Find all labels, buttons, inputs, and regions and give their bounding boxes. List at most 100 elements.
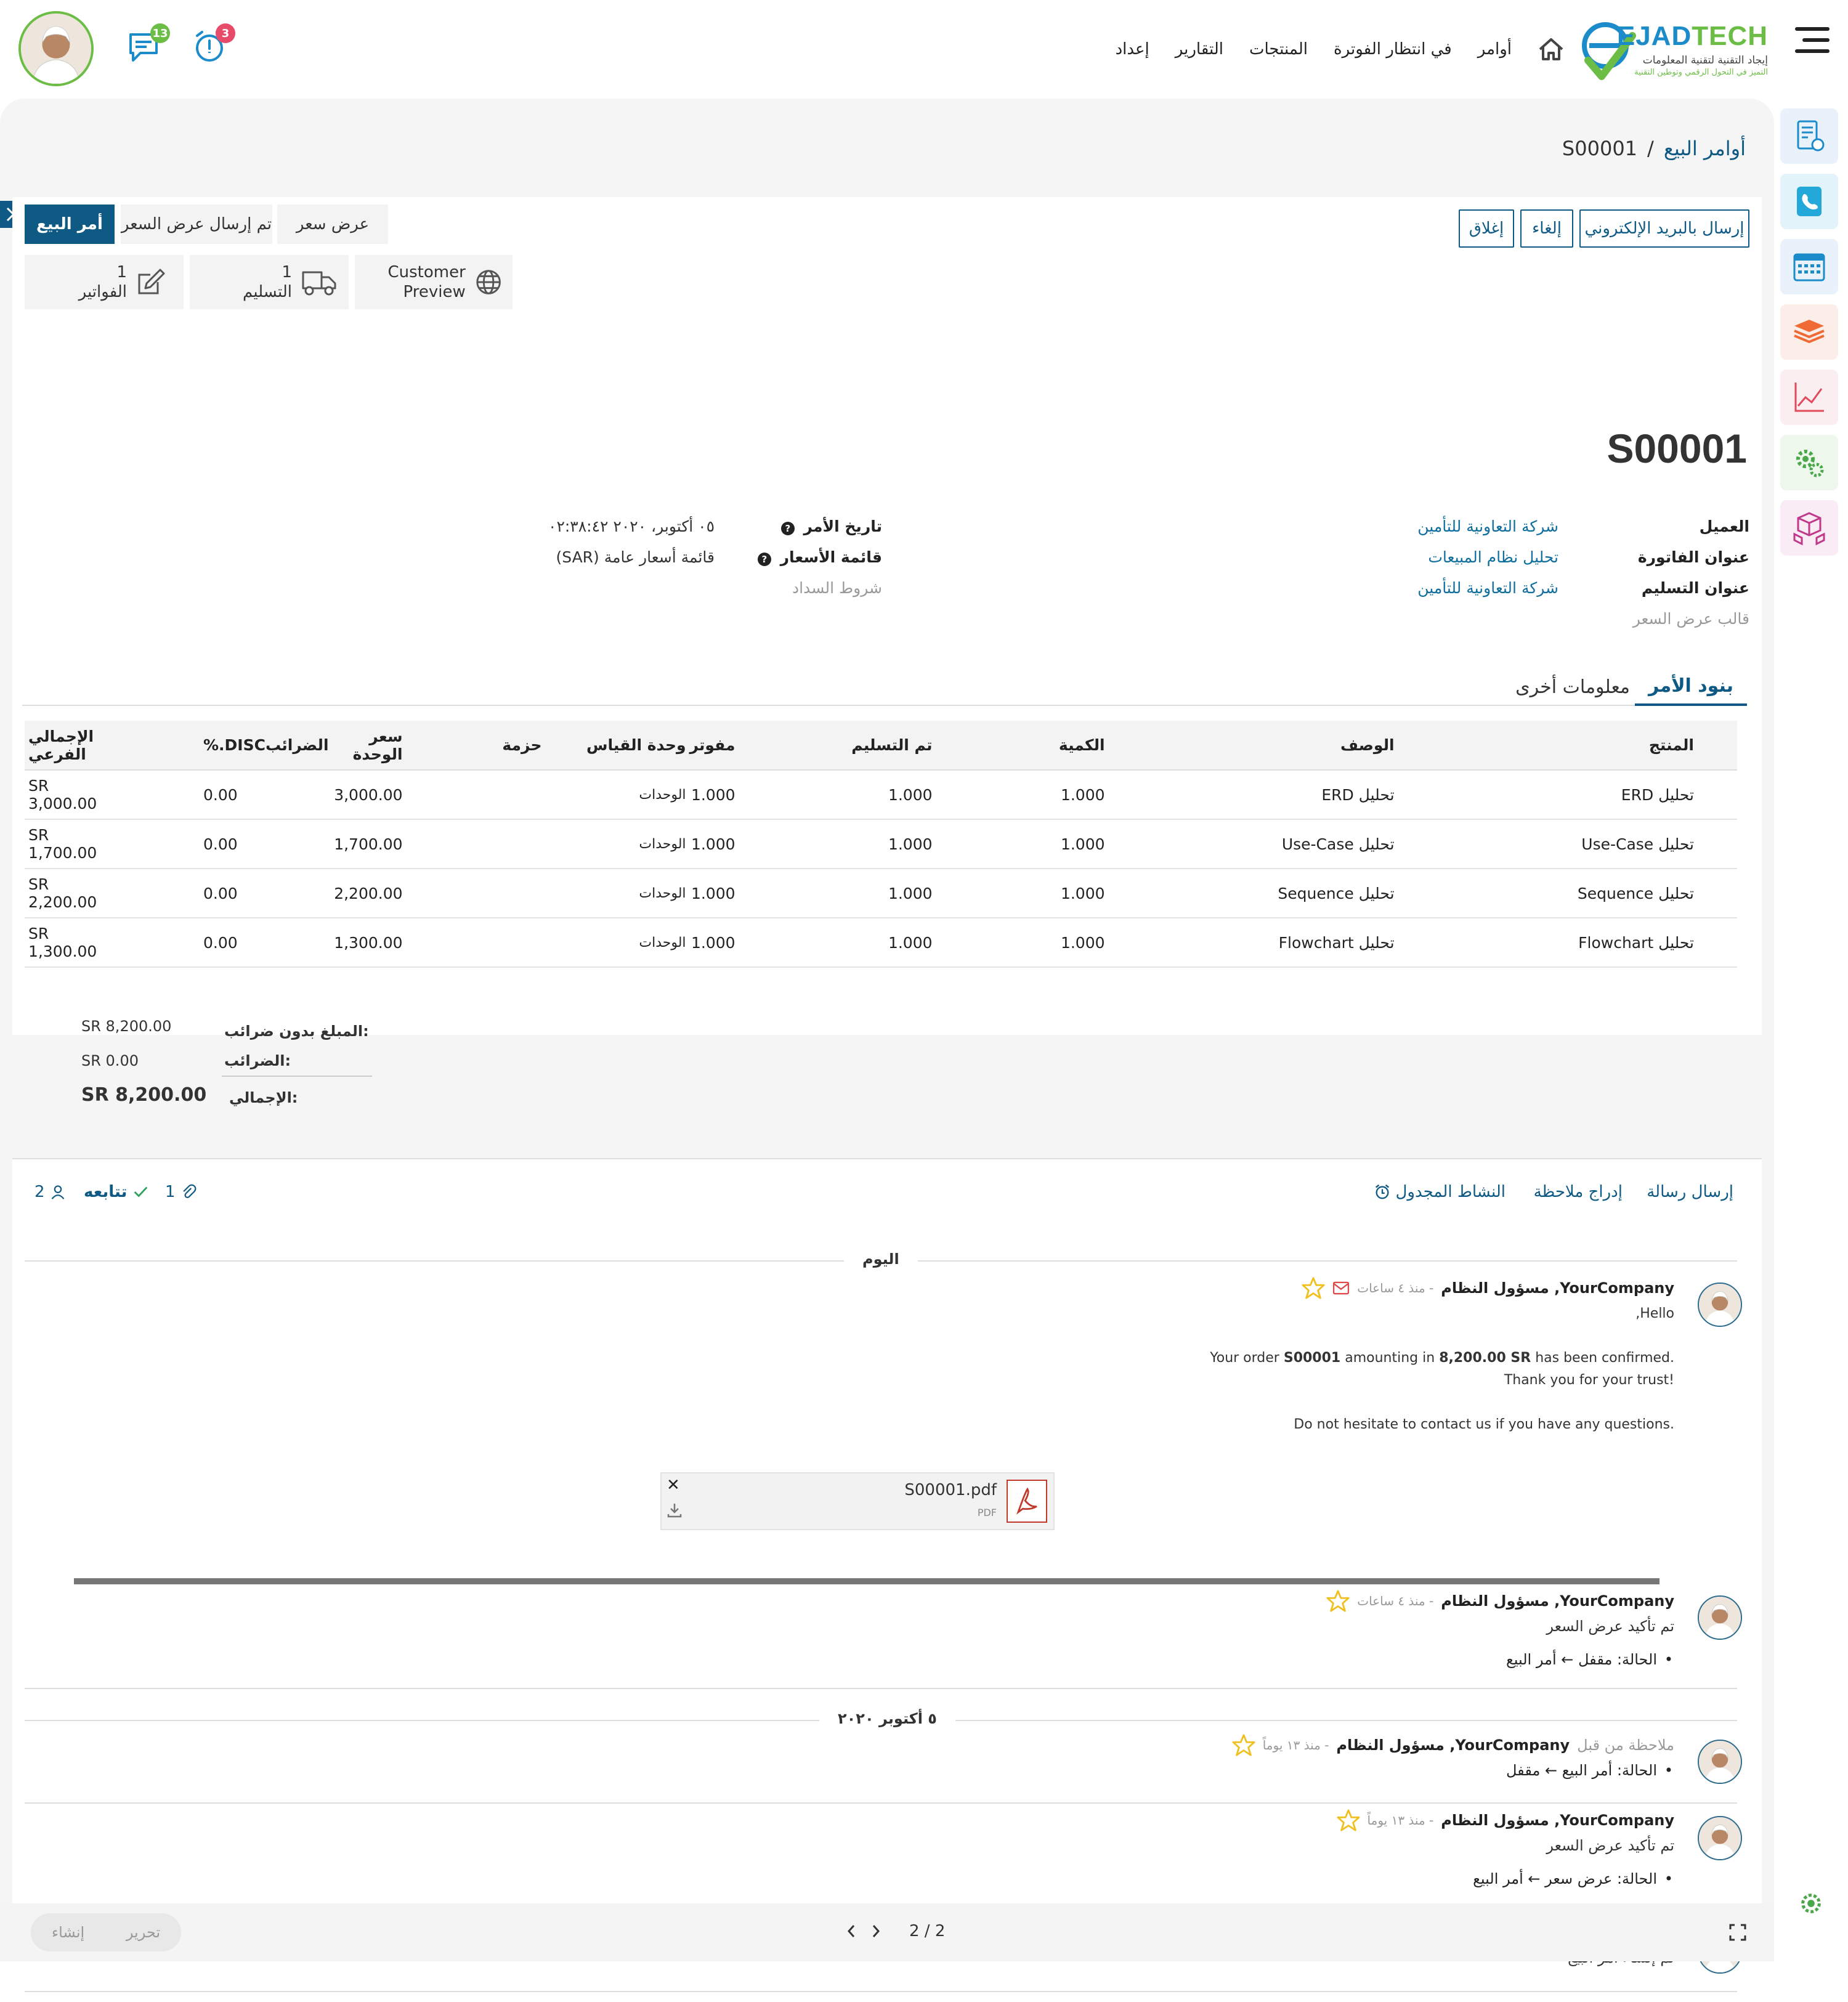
help-icon[interactable]: ? (757, 553, 771, 566)
quotation-template-field[interactable]: قالب عرض السعر (1632, 610, 1749, 628)
main-menu-icon[interactable] (1795, 27, 1830, 55)
followers-button[interactable]: 2 (34, 1183, 66, 1201)
remove-attachment-close-icon[interactable]: ✕ (667, 1476, 680, 1494)
invoices-button[interactable]: 1 الفواتير (25, 255, 184, 309)
lock-button[interactable]: إغلاق (1459, 209, 1514, 248)
pager-value[interactable]: 2 / 2 (909, 1922, 946, 1940)
col-product[interactable]: المنتج (1394, 721, 1737, 771)
phone-icon[interactable] (1780, 174, 1838, 229)
attachment-card[interactable]: S00001.pdf PDF ✕ (660, 1472, 1055, 1530)
message-author[interactable]: YourCompany, مسؤول النظام (1441, 1812, 1674, 1829)
star-icon[interactable] (1337, 1809, 1360, 1832)
message-author[interactable]: YourCompany, مسؤول النظام (1441, 1279, 1674, 1297)
send-email-button[interactable]: إرسال بالبريد الإلكتروني (1579, 209, 1749, 248)
nav-configuration[interactable]: إعداد (1115, 40, 1149, 59)
settings-gear-icon[interactable] (1793, 1885, 1830, 1922)
author-avatar[interactable] (1698, 1283, 1742, 1327)
delivery-address-field[interactable]: شركة التعاونية للتأمين (1417, 579, 1558, 597)
col-uom[interactable]: وحدة القياس (544, 721, 686, 771)
col-delivered[interactable]: تم التسليم (735, 721, 933, 771)
edit-button[interactable]: تحرير (126, 1924, 161, 1941)
check-icon (134, 1186, 148, 1198)
customer-preview-button[interactable]: Customer Preview (355, 255, 513, 309)
pager-next-chevron-right-icon[interactable] (869, 1922, 883, 1940)
cell-disc: 0.00 (117, 770, 265, 820)
col-description[interactable]: الوصف (1104, 721, 1395, 771)
message-author[interactable]: YourCompany, مسؤول النظام (1336, 1737, 1570, 1754)
col-package[interactable]: حزمة (402, 721, 545, 771)
invoices-label: الفواتير (78, 283, 127, 301)
fullscreen-expand-icon[interactable] (1728, 1923, 1747, 1942)
customer-field[interactable]: شركة التعاونية للتأمين (1417, 517, 1558, 535)
star-icon[interactable] (1302, 1276, 1325, 1300)
taxes-label: الضرائب: (224, 1052, 291, 1069)
help-icon[interactable]: ? (780, 522, 795, 535)
order-date-field[interactable]: ٠٥ أكتوبر، ٢٠٢٠ ٠٢:٣٨:٤٢ (548, 517, 715, 535)
col-taxes[interactable]: الضرائب (265, 721, 329, 771)
nav-to-invoice[interactable]: في انتظار الفوترة (1334, 40, 1452, 59)
col-subtotal[interactable]: الإجمالي الفرعي (25, 721, 117, 771)
pager-previous-chevron-left-icon[interactable] (844, 1922, 859, 1940)
tracking-value: الحالة: أمر البيع ← مقفل (1506, 1762, 1673, 1779)
col-qty[interactable]: الكمية (932, 721, 1105, 771)
cancel-button[interactable]: إلغاء (1520, 209, 1573, 248)
nav-reporting[interactable]: التقارير (1175, 40, 1223, 59)
pricelist-label: قائمة الأسعار ? (757, 548, 882, 566)
activity-menu[interactable]: 3 (192, 23, 235, 64)
send-message-button[interactable]: إرسال رسالة (1647, 1183, 1733, 1201)
nav-products[interactable]: المنتجات (1249, 40, 1308, 59)
tab-order-lines[interactable]: بنود الأمر (1634, 668, 1747, 706)
invoice-address-label: عنوان الفاتورة (1637, 548, 1749, 566)
schedule-activity-button[interactable]: النشاط المجدول (1374, 1183, 1506, 1201)
col-invoiced[interactable]: مفوتر (686, 721, 736, 771)
payment-terms-field[interactable]: شروط السداد (792, 579, 882, 597)
delivery-button[interactable]: 1 التسليم (190, 255, 349, 309)
author-avatar[interactable] (1698, 1740, 1742, 1784)
boxes-icon[interactable] (1780, 500, 1838, 556)
message-date: - منذ ٤ ساعات (1357, 1594, 1434, 1608)
download-icon[interactable] (667, 1502, 683, 1518)
messaging-menu[interactable]: 13 (127, 23, 170, 64)
stage-quotation-sent[interactable]: تم إرسال عرض السعر (121, 205, 272, 244)
tab-other-info[interactable]: معلومات أخرى (1515, 676, 1630, 698)
star-icon[interactable] (1232, 1733, 1255, 1757)
calendar-icon[interactable] (1780, 239, 1838, 294)
cell-invoiced: 1.000 (686, 869, 736, 918)
table-row[interactable]: SR 2,200.00 0.00 2,200.00 الوحدات 1.000 1.000… (25, 869, 1737, 918)
col-unit-price[interactable]: سعر الوحدة (328, 721, 403, 771)
gears-icon[interactable] (1780, 435, 1838, 490)
author-avatar[interactable] (1698, 1595, 1742, 1640)
cell-disc: 0.00 (117, 819, 265, 869)
table-row[interactable]: SR 1,300.00 0.00 1,300.00 الوحدات 1.000 1.000… (25, 918, 1737, 968)
table-row[interactable]: SR 1,700.00 0.00 1,700.00 الوحدات 1.000 1.000… (25, 819, 1737, 869)
author-avatar[interactable] (1698, 1816, 1742, 1860)
star-icon[interactable] (1326, 1589, 1350, 1613)
home-icon[interactable] (1538, 37, 1565, 62)
breadcrumb-parent[interactable]: أوامر البيع (1663, 137, 1746, 160)
user-avatar[interactable] (18, 11, 94, 86)
message-author[interactable]: YourCompany, مسؤول النظام (1441, 1592, 1674, 1610)
log-note-button[interactable]: إدراج ملاحظة (1533, 1183, 1623, 1201)
stage-sale-order[interactable]: أمر البيع (25, 205, 115, 244)
invoice-calculator-icon[interactable] (1780, 108, 1838, 164)
cell-delivered: 1.000 (735, 918, 933, 968)
tracking-old: الحالة: عرض سعر (1545, 1870, 1657, 1887)
money-stack-icon[interactable] (1780, 304, 1838, 360)
line-chart-icon[interactable] (1780, 370, 1838, 425)
col-disc[interactable]: %.DISC (117, 721, 265, 771)
edit-icon (138, 269, 165, 294)
attachments-button[interactable]: 1 (165, 1183, 197, 1201)
email-text-b: amounting in (1340, 1350, 1440, 1366)
pricelist-field[interactable]: قائمة أسعار عامة (SAR) (556, 548, 715, 566)
message-scrollbar[interactable] (74, 1578, 1660, 1584)
cell-description: تحليل Use-Case (1104, 819, 1395, 869)
nav-orders[interactable]: أوامر (1477, 40, 1512, 59)
create-button[interactable]: إنشاء (51, 1924, 85, 1941)
tracking-new: مقفل (1506, 1762, 1541, 1779)
follow-button[interactable]: تتابعه (84, 1183, 149, 1201)
table-row[interactable]: SR 3,000.00 0.00 3,000.00 الوحدات 1.000 1.000… (25, 770, 1737, 820)
company-logo[interactable]: EJADTECH إيجاد التقنية لتقنية المعلومات … (1577, 16, 1768, 83)
invoice-address-field[interactable]: تحليل نظام المبيعات (1428, 548, 1558, 566)
cell-unit-price: 2,200.00 (328, 869, 403, 918)
stage-quotation[interactable]: عرض سعر (277, 205, 388, 244)
